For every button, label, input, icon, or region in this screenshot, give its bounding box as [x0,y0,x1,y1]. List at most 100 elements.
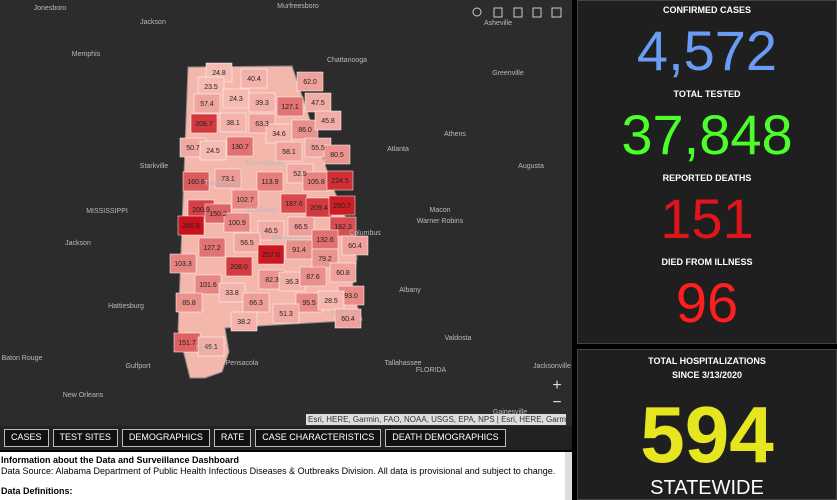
county-rate: 45.8 [321,118,335,125]
tab[interactable]: TEST SITES [52,429,118,447]
county-rate: 209.4 [310,205,328,212]
cities: Jonesboro Jackson Murfreesboro Asheville Mem… [2,3,571,416]
county-rate: 103.3 [174,261,192,268]
stat-value: 4,572 [636,19,778,82]
county-rate: 257.0 [262,252,280,259]
stats-panel: CONFIRMED CASES 4,572 TOTAL TESTED 37,848 RE… [577,0,837,344]
home-icon[interactable] [493,7,503,18]
county-rate: 151.7 [178,340,196,347]
county [334,308,362,329]
county-rate: 52.5 [293,171,307,178]
tab[interactable]: RATE [213,429,252,447]
county-rate: 60.4 [341,316,355,323]
county [193,93,221,114]
county-rate: 250.7 [333,203,351,210]
search-icon[interactable] [472,7,482,17]
county [256,171,284,192]
county [182,171,210,192]
map[interactable]: 24.8 40.4 62.0 23.5 57.4 24.3 39.3 127.1 47.5 208… [0,0,572,426]
city-label: Atlanta [387,146,409,153]
county-rate: 208.7 [195,121,213,128]
county-rate: 24.5 [206,148,220,155]
county [198,237,226,258]
county-rate: 60.4 [348,243,362,250]
county [219,112,247,133]
county-rate: 28.5 [324,298,338,305]
county-rate: 95.5 [302,300,316,307]
county-rate: 34.6 [272,131,286,138]
stat-label: CONFIRMED CASES [662,5,751,15]
city-label: ALABAMA [245,207,278,214]
city-label: Jackson [65,240,91,247]
county-rate: 102.7 [236,197,254,204]
county [175,292,203,313]
county [296,71,324,92]
county-rate: 55.5 [311,145,325,152]
county-rate: 208.0 [230,264,248,271]
zoom-in[interactable]: + [552,377,561,394]
tab[interactable]: DEMOGRAPHICS [121,429,210,447]
county-rate: 80.5 [330,152,344,159]
tab-bar: CASES TEST SITES DEMOGRAPHICS RATE CASE CHAR… [0,426,572,450]
city-label: Columbus [349,230,381,237]
city-label: Pensacola [226,360,259,367]
county-rate: 82.3 [265,277,279,284]
county [257,220,285,241]
county-rate: 127.1 [281,104,299,111]
city-label: FLORIDA [416,367,447,374]
county-rate: 93.0 [344,293,358,300]
county-rate: 101.6 [199,282,217,289]
attribution: Esri, HERE, Garmin, FAO, NOAA, USGS, EPA… [308,415,572,424]
county [275,141,303,162]
city-label: Starkville [140,163,169,170]
tab[interactable]: CASES [4,429,49,447]
tab[interactable]: DEATH DEMOGRAPHICS [385,429,506,447]
basemap-icon[interactable] [551,7,562,18]
city-label: Valdosta [445,335,472,342]
city-label: Jonesboro [34,5,67,12]
city-label: MISSISSIPPI [86,208,128,215]
city-label: Birmingham [245,160,283,167]
county-rate: 46.5 [264,228,278,235]
county-rate: 40.4 [247,76,261,83]
county-rate: 62.0 [303,79,317,86]
county-rate: 132.6 [316,237,334,244]
attribution-bg [306,414,566,425]
county [341,235,369,256]
label: SINCE 3/13/2020 [671,370,743,380]
county-rate: 50.7 [186,145,200,152]
county [317,290,345,311]
city-label: Gulfport [126,363,151,370]
stat-label: REPORTED DEATHS [662,173,752,183]
county-rate: 265.8 [182,223,200,230]
scrollbar[interactable] [565,452,572,500]
county [240,68,268,89]
county-rate: 85.8 [182,300,196,307]
county-rate: 100.9 [228,220,246,227]
layers-icon[interactable] [532,7,542,18]
county [257,244,285,265]
city-label: Baton Rouge [2,355,43,362]
zoom-out[interactable]: − [552,394,561,411]
county [231,189,259,210]
county-rate: 86.0 [298,127,312,134]
city-label: Dothan [331,310,354,317]
county [199,140,227,161]
county [233,232,261,253]
county [197,336,225,357]
county-rate: 130.7 [231,144,249,151]
list-icon[interactable] [513,7,523,18]
county [169,253,197,274]
label: TOTAL HOSPITALIZATIONS [648,356,766,366]
county-rate: 24.8 [212,70,226,77]
city-label: Gainesville [493,409,527,416]
county [276,96,304,117]
city-label: Mobile [196,345,217,352]
county-rate: 63.3 [255,121,269,128]
city-label: Montgomery [272,236,311,243]
county [225,256,253,277]
tab[interactable]: CASE CHARACTERISTICS [255,429,382,447]
city-label: Albany [399,287,421,294]
county-rate: 113.9 [262,179,279,186]
